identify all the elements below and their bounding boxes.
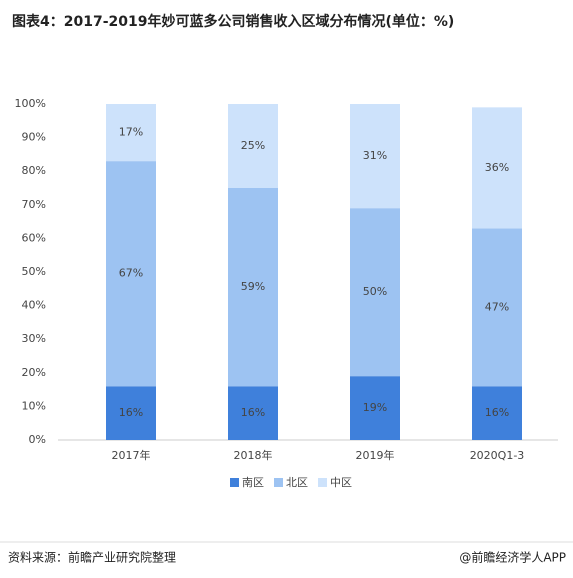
bar-segment xyxy=(472,386,522,440)
bar-segment xyxy=(472,107,522,229)
y-tick-label: 60% xyxy=(22,231,46,244)
x-tick-label: 2019年 xyxy=(356,448,395,462)
y-tick-label: 10% xyxy=(22,399,46,412)
y-tick-label: 70% xyxy=(22,198,46,211)
data-label: 19% xyxy=(363,401,387,414)
y-tick-label: 100% xyxy=(15,97,46,110)
data-label: 16% xyxy=(485,406,509,419)
bar-segment xyxy=(106,386,156,440)
bar-segment xyxy=(228,386,278,440)
data-label: 36% xyxy=(485,161,509,174)
bar-segment xyxy=(228,104,278,188)
y-tick-label: 20% xyxy=(22,366,46,379)
bar-segment xyxy=(350,376,400,440)
chart-title: 图表4：2017-2019年妙可蓝多公司销售收入区域分布情况(单位：%) xyxy=(12,13,454,30)
data-label: 50% xyxy=(363,285,387,298)
bar-segment xyxy=(106,161,156,387)
data-label: 67% xyxy=(119,267,143,280)
bar-segment xyxy=(350,104,400,209)
source: 资料来源：前瞻产业研究院整理 xyxy=(8,550,176,565)
legend-label: 南区 xyxy=(242,476,264,489)
data-label: 25% xyxy=(241,139,265,152)
legend-label: 北区 xyxy=(286,476,308,489)
bar-segment xyxy=(350,208,400,377)
data-label: 16% xyxy=(119,406,143,419)
data-label: 16% xyxy=(241,406,265,419)
legend-swatch xyxy=(318,478,327,487)
data-label: 17% xyxy=(119,126,143,139)
data-label: 47% xyxy=(485,300,509,313)
data-label: 59% xyxy=(241,280,265,293)
y-tick-label: 90% xyxy=(22,131,46,144)
y-tick-label: 40% xyxy=(22,299,46,312)
y-tick-label: 80% xyxy=(22,164,46,177)
data-label: 31% xyxy=(363,149,387,162)
legend-label: 中区 xyxy=(330,476,352,489)
x-tick-label: 2020Q1-3 xyxy=(470,449,525,462)
legend-swatch xyxy=(274,478,283,487)
bar-segment xyxy=(106,104,156,162)
legend-swatch xyxy=(230,478,239,487)
credit: @前瞻经济学人APP xyxy=(459,550,566,565)
y-tick-label: 50% xyxy=(22,265,46,278)
y-tick-label: 0% xyxy=(29,433,46,446)
x-tick-label: 2017年 xyxy=(112,448,151,462)
x-tick-label: 2018年 xyxy=(234,448,273,462)
y-tick-label: 30% xyxy=(22,332,46,345)
bar-segment xyxy=(228,188,278,387)
bar-segment xyxy=(472,228,522,387)
